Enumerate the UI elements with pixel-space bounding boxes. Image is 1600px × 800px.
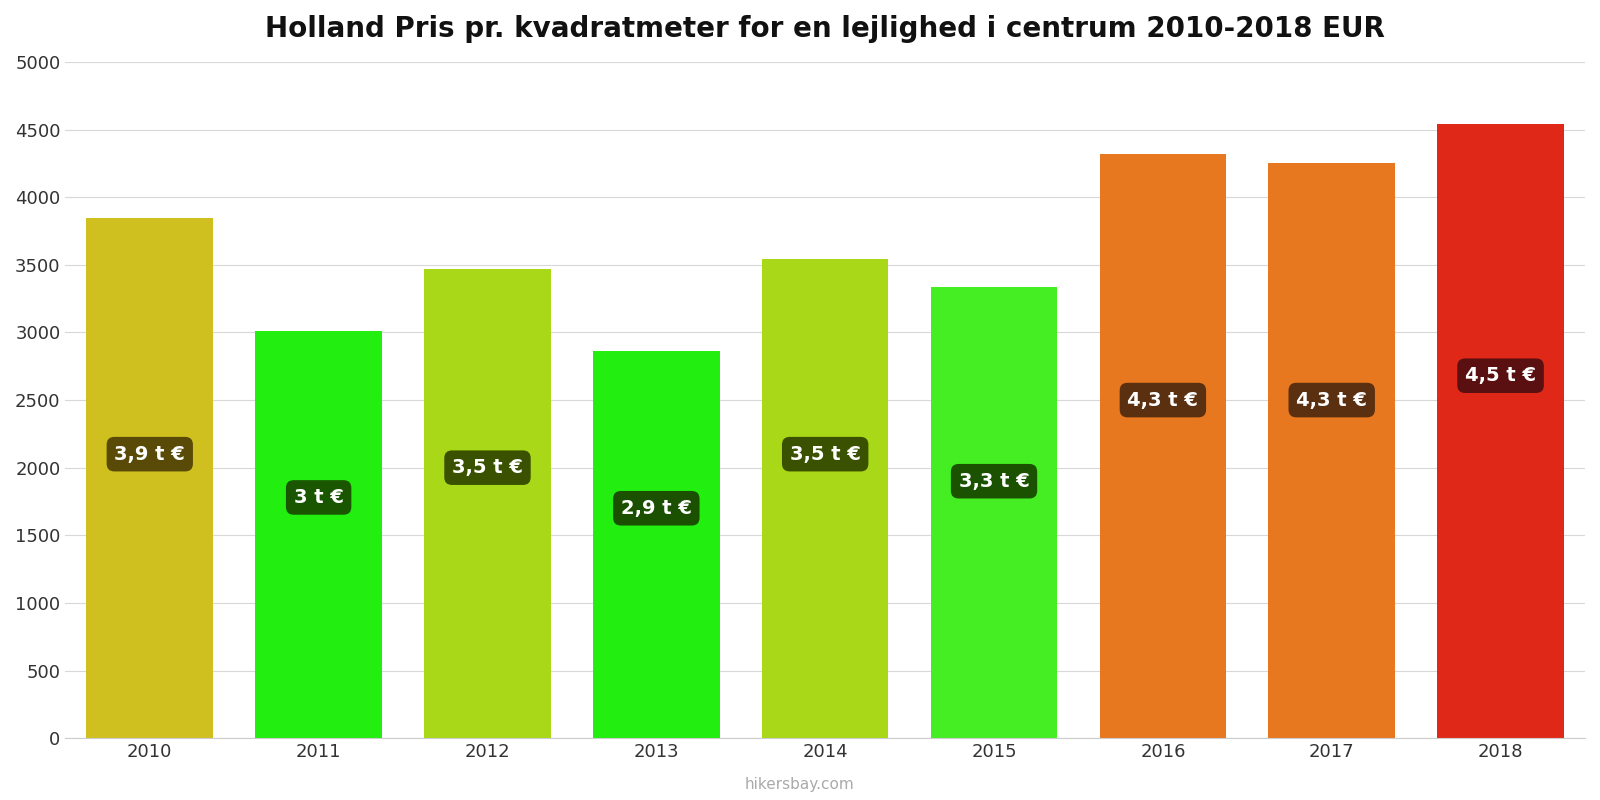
Text: 3 t €: 3 t € [294,488,344,507]
Text: 4,5 t €: 4,5 t € [1466,366,1536,386]
Text: 3,3 t €: 3,3 t € [958,472,1029,490]
Bar [424,269,550,738]
Bar [762,259,888,738]
Text: 3,9 t €: 3,9 t € [115,445,186,464]
Bar [1437,123,1563,738]
Bar [594,351,720,738]
Bar [1269,163,1395,738]
Text: 3,5 t €: 3,5 t € [453,458,523,477]
Text: 2,9 t €: 2,9 t € [621,498,691,518]
Bar [86,218,213,738]
Bar [1099,154,1226,738]
Title: Holland Pris pr. kvadratmeter for en lejlighed i centrum 2010-2018 EUR: Holland Pris pr. kvadratmeter for en lej… [266,15,1386,43]
Text: hikersbay.com: hikersbay.com [746,777,854,792]
Text: 4,3 t €: 4,3 t € [1128,390,1198,410]
Bar [256,331,382,738]
Text: 3,5 t €: 3,5 t € [790,445,861,464]
Text: 4,3 t €: 4,3 t € [1296,390,1366,410]
Bar [931,287,1058,738]
